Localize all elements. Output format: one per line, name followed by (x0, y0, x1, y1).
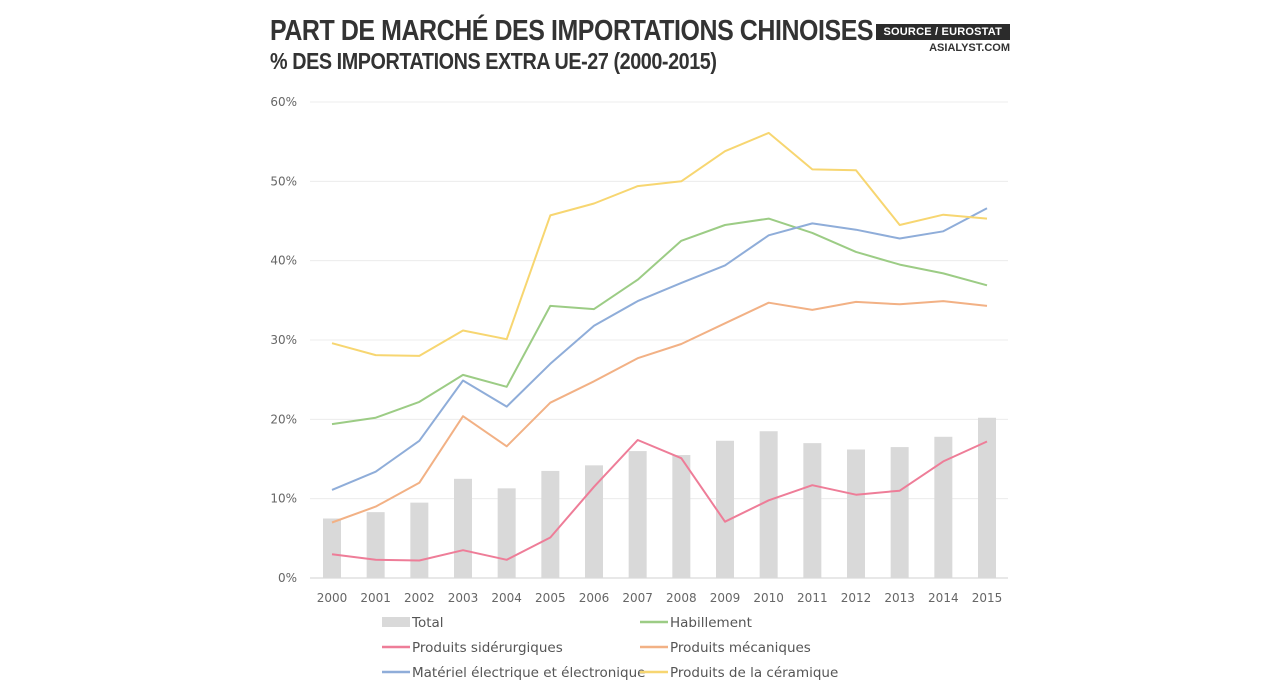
legend-label: Total (411, 615, 444, 631)
legend-label: Produits mécaniques (670, 640, 811, 656)
series-line (331, 217, 988, 426)
bar-total (410, 502, 429, 578)
site-label: ASIALYST.COM (929, 42, 1010, 54)
legend-label: Matériel électrique et électronique (412, 665, 646, 681)
series-line (331, 439, 988, 562)
x-tick-label: 2014 (928, 591, 959, 605)
bar-total (847, 449, 865, 578)
bar-total (585, 465, 603, 578)
bar-total (803, 443, 822, 578)
y-tick-label: 60% (270, 95, 297, 109)
chart-title-block: PART DE MARCHÉ DES IMPORTATIONS CHINOISE… (270, 14, 971, 74)
x-tick-label: 2009 (710, 591, 741, 605)
x-tick-label: 2013 (884, 591, 915, 605)
chart-title: PART DE MARCHÉ DES IMPORTATIONS CHINOISE… (270, 15, 874, 47)
x-tick-label: 2008 (666, 591, 697, 605)
x-tick-label: 2005 (535, 591, 566, 605)
bar-total (934, 436, 953, 578)
source-block: SOURCE / EUROSTAT ASIALYST.COM (875, 22, 1010, 54)
y-tick-label: 50% (270, 174, 297, 188)
legend-label: Habillement (670, 615, 752, 631)
series-line (331, 207, 988, 491)
bar-total (716, 440, 734, 578)
x-tick-label: 2007 (622, 591, 653, 605)
legend: Total Habillement Produits sidérurgiques Pr… (382, 615, 838, 681)
y-tick-label: 40% (270, 254, 297, 268)
x-tick-label: 2000 (317, 591, 348, 605)
series-lines (331, 131, 988, 562)
bar-total (497, 488, 516, 578)
bar-total (978, 417, 996, 578)
bar-total (366, 512, 385, 578)
bar-total (628, 451, 647, 578)
y-tick-label: 30% (270, 333, 297, 347)
series-line (331, 300, 988, 524)
x-tick-label: 2001 (360, 591, 391, 605)
bar-total (890, 447, 909, 578)
bar-total (454, 478, 472, 578)
y-tick-label: 0% (278, 571, 297, 585)
x-tick-label: 2006 (579, 591, 610, 605)
bar-total (672, 455, 691, 578)
source-badge: SOURCE / EUROSTAT (875, 24, 1010, 40)
x-tick-label: 2012 (841, 591, 872, 605)
x-axis: 2000 2001 2002 2003 2004 2005 2006 2007 2008 2009… (317, 591, 1003, 605)
chart-subtitle: % DES IMPORTATIONS EXTRA UE-27 (2000-201… (270, 48, 717, 74)
x-tick-label: 2015 (972, 591, 1003, 605)
bar-total (541, 470, 560, 578)
legend-label: Produits de la céramique (670, 665, 838, 681)
legend-label: Produits sidérurgiques (412, 640, 563, 656)
x-tick-label: 2011 (797, 591, 828, 605)
bar-total (759, 431, 778, 578)
x-tick-label: 2004 (491, 591, 522, 605)
y-tick-label: 10% (270, 492, 297, 506)
bar-total (323, 518, 341, 578)
x-tick-label: 2010 (753, 591, 784, 605)
series-line (331, 131, 988, 357)
bars-total (323, 417, 996, 578)
x-tick-label: 2003 (448, 591, 479, 605)
x-tick-label: 2002 (404, 591, 435, 605)
y-tick-label: 20% (270, 412, 297, 426)
y-axis: 0% 10% 20% 30% 40% 50% 60% (270, 95, 297, 585)
legend-swatch-bar (382, 617, 410, 627)
